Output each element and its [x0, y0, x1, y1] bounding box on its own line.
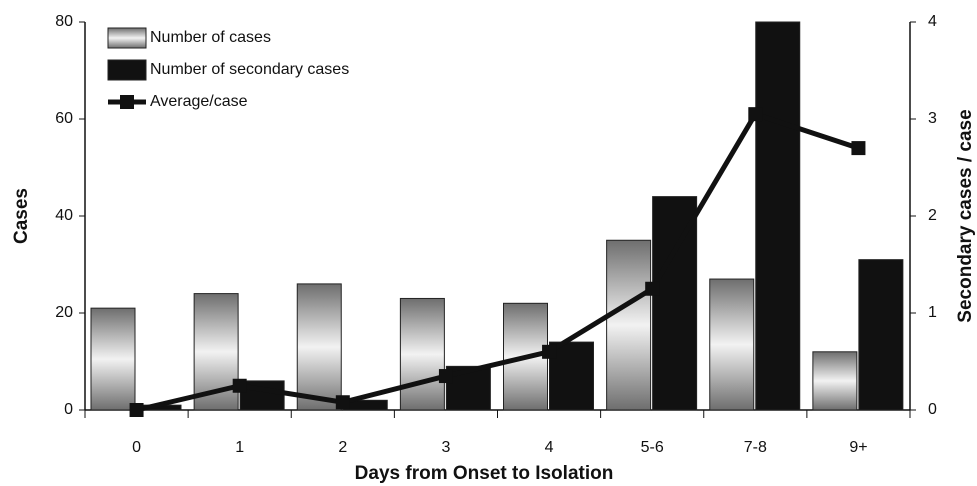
legend-swatch — [107, 27, 147, 49]
x-tick-label: 7-8 — [744, 439, 767, 456]
line — [135, 111, 860, 413]
marker — [542, 344, 557, 359]
legend-marker — [120, 95, 134, 109]
y-tick-label: 0 — [64, 401, 73, 418]
legend-label: Number of cases — [150, 29, 271, 46]
bar — [812, 351, 858, 411]
y2-tick-label: 1 — [928, 304, 937, 321]
marker — [232, 378, 247, 393]
y-tick-label: 60 — [55, 110, 73, 127]
bar — [858, 259, 904, 411]
y-tick-label: 20 — [55, 304, 73, 321]
bar — [755, 21, 801, 411]
y-tick-label: 80 — [55, 13, 73, 30]
x-tick-label: 5-6 — [641, 439, 664, 456]
y-axis-label: Cases — [11, 188, 32, 244]
x-tick-label: 4 — [545, 439, 554, 456]
marker — [438, 369, 453, 384]
legend-label: Number of secondary cases — [150, 61, 349, 78]
y2-axis-label: Secondary cases / case — [955, 109, 976, 322]
x-tick-label: 3 — [441, 439, 450, 456]
marker — [645, 281, 660, 296]
x-tick-label: 1 — [235, 439, 244, 456]
x-tick-label: 9+ — [849, 439, 867, 456]
bar — [296, 283, 342, 411]
x-tick-label: 0 — [132, 439, 141, 456]
y2-tick-label: 0 — [928, 401, 937, 418]
bar — [90, 307, 136, 411]
bar — [709, 278, 755, 411]
marker — [748, 107, 763, 122]
x-axis-label: Days from Onset to Isolation — [355, 463, 614, 484]
legend-label: Average/case — [150, 93, 248, 110]
bar — [399, 297, 445, 411]
marker — [851, 141, 866, 156]
bar — [652, 196, 698, 411]
marker — [335, 395, 350, 410]
x-tick-label: 2 — [338, 439, 347, 456]
bar — [606, 239, 652, 411]
bar — [503, 302, 548, 411]
bar — [549, 341, 594, 411]
marker — [129, 403, 144, 417]
legend-swatch — [107, 59, 147, 81]
y2-tick-label: 2 — [928, 207, 937, 224]
y2-tick-label: 4 — [928, 13, 937, 30]
y2-tick-label: 3 — [928, 110, 937, 127]
y-tick-label: 40 — [55, 207, 73, 224]
